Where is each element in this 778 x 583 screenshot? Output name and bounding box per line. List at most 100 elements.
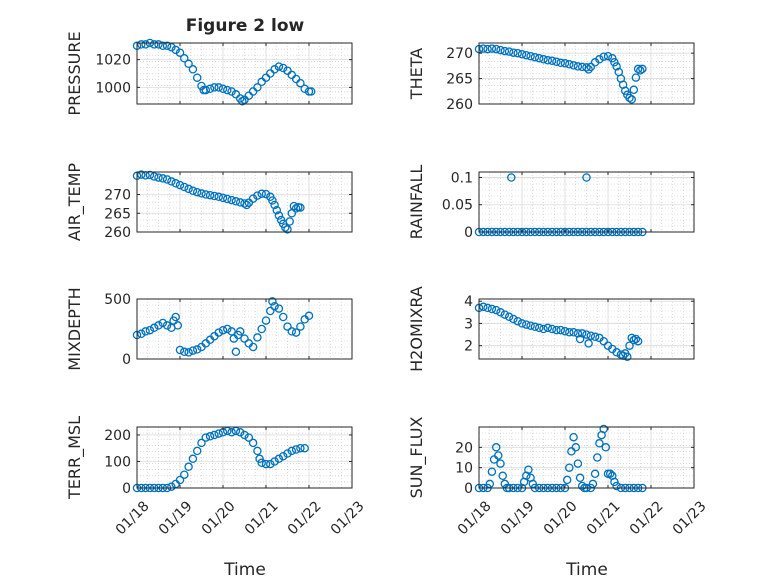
- axes-box: [478, 42, 695, 105]
- data-point: [633, 64, 643, 74]
- data-point: [154, 40, 163, 49]
- data-point: [479, 302, 488, 312]
- data-point: [192, 73, 202, 82]
- data-point: [479, 44, 488, 53]
- data-point: [197, 189, 206, 198]
- data-point: [180, 470, 189, 479]
- data-point: [257, 458, 266, 468]
- data-point: [223, 324, 232, 334]
- data-point: [244, 433, 254, 442]
- axes-box: [136, 298, 353, 360]
- y-tick-label: 10: [455, 461, 473, 477]
- data-point: [543, 323, 553, 333]
- data-point: [625, 341, 634, 350]
- series-mixdepth: [132, 297, 314, 357]
- x-axis-label-right: Time: [565, 560, 608, 580]
- data-point: [517, 49, 527, 59]
- series-terr_msl: [132, 426, 309, 493]
- data-point: [612, 62, 621, 71]
- data-point: [522, 320, 531, 329]
- data-point: [530, 52, 540, 62]
- data-point: [560, 326, 570, 336]
- data-point: [547, 324, 557, 334]
- data-point: [240, 334, 249, 343]
- data-point: [158, 41, 168, 51]
- x-axis-label-left: Time: [223, 560, 266, 580]
- data-point: [266, 459, 275, 469]
- y-tick-label: 20: [455, 440, 473, 456]
- data-point: [180, 54, 189, 63]
- y-tick-label: 0: [122, 352, 131, 368]
- data-point: [513, 316, 522, 326]
- data-point: [283, 449, 292, 458]
- data-point: [491, 305, 501, 315]
- data-point: [565, 60, 574, 69]
- data-point: [599, 52, 608, 61]
- data-point: [562, 475, 572, 485]
- data-point: [631, 73, 641, 82]
- data-point: [227, 428, 236, 437]
- data-point: [137, 329, 146, 339]
- data-point: [261, 189, 271, 199]
- data-point: [513, 48, 522, 58]
- data-point: [582, 173, 591, 182]
- subplot-rainfall: 0 0.05 0.1 RAINFALL: [407, 165, 695, 241]
- data-point: [223, 194, 232, 204]
- data-point: [517, 319, 527, 328]
- subplot-h2omixra: 2 3 4 H2OMIXRA: [407, 286, 695, 372]
- data-point: [158, 174, 168, 183]
- data-point: [487, 467, 497, 476]
- data-point: [296, 322, 305, 331]
- data-point: [154, 173, 163, 182]
- data-point: [586, 62, 596, 72]
- data-point: [201, 85, 211, 95]
- data-point: [175, 48, 185, 57]
- data-point: [175, 475, 185, 485]
- data-point: [291, 445, 301, 454]
- data-point: [173, 321, 183, 330]
- data-point: [278, 63, 288, 73]
- data-point: [565, 463, 574, 472]
- data-point: [184, 59, 193, 69]
- data-point: [504, 312, 514, 322]
- y-tick-label: 100: [104, 454, 131, 470]
- series-theta: [474, 44, 647, 104]
- data-point: [509, 314, 518, 324]
- data-point: [582, 330, 591, 339]
- data-point: [629, 85, 639, 95]
- data-point: [283, 66, 292, 75]
- series-pressure: [132, 38, 316, 106]
- subplot-theta: 260 265 270 THETA: [407, 42, 695, 113]
- data-point: [633, 336, 643, 346]
- data-point: [253, 446, 262, 456]
- data-point: [285, 217, 294, 226]
- y-tick-label: 0: [464, 225, 473, 241]
- data-point: [248, 342, 258, 352]
- data-point: [608, 54, 617, 63]
- data-point: [593, 453, 602, 462]
- subplot-pressure: 1000 1020 PRESSURE: [65, 31, 353, 116]
- axes-box: [478, 171, 695, 233]
- data-point: [244, 91, 254, 100]
- data-point: [149, 323, 159, 333]
- data-point: [180, 347, 189, 357]
- data-point: [278, 451, 288, 461]
- data-point: [180, 182, 189, 192]
- subplot-mixdepth: 0 500 MIXDEPTH: [65, 287, 353, 371]
- data-point: [575, 334, 585, 344]
- data-point: [283, 225, 292, 234]
- data-point: [496, 459, 505, 468]
- data-point: [603, 51, 613, 61]
- data-point: [205, 84, 215, 94]
- axes-box: [478, 298, 695, 360]
- data-point: [231, 197, 241, 206]
- data-point: [171, 179, 180, 188]
- data-point: [306, 87, 316, 96]
- data-point: [599, 424, 608, 434]
- data-point: [625, 93, 634, 103]
- y-axis-label: AIR_TEMP: [65, 163, 85, 241]
- data-point: [569, 432, 578, 442]
- data-point: [223, 85, 232, 95]
- data-point: [573, 459, 583, 468]
